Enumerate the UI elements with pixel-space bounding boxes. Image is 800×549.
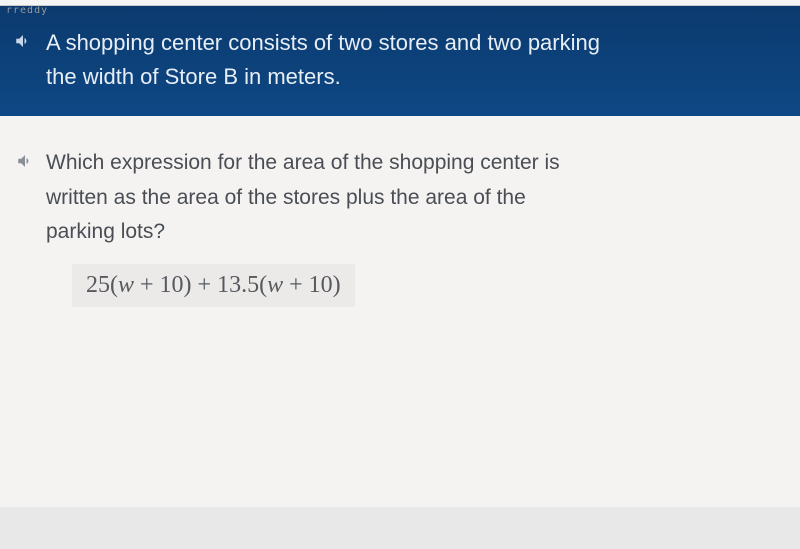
question-card: Which expression for the area of the sho… [0, 116, 800, 507]
tab-label: rreddy [0, 5, 54, 16]
expr-variable: w [267, 272, 283, 298]
question-prompt: Which expression for the area of the sho… [46, 146, 586, 250]
expr-part: 25( [86, 272, 118, 298]
expr-variable: w [118, 272, 134, 298]
context-text-block: A shopping center consists of two stores… [46, 26, 600, 94]
expr-part: + 10) [283, 272, 341, 298]
context-line-2: the width of Store B in meters. [46, 64, 341, 89]
question-block: Which expression for the area of the sho… [46, 146, 586, 307]
problem-context-banner: A shopping center consists of two stores… [0, 6, 800, 116]
answer-expression[interactable]: 25(w + 10) + 13.5(w + 10) [72, 264, 355, 307]
expr-part: + 10) + 13.5( [134, 272, 267, 298]
audio-icon[interactable] [12, 30, 34, 52]
context-line-1: A shopping center consists of two stores… [46, 30, 600, 55]
audio-icon[interactable] [14, 150, 36, 172]
